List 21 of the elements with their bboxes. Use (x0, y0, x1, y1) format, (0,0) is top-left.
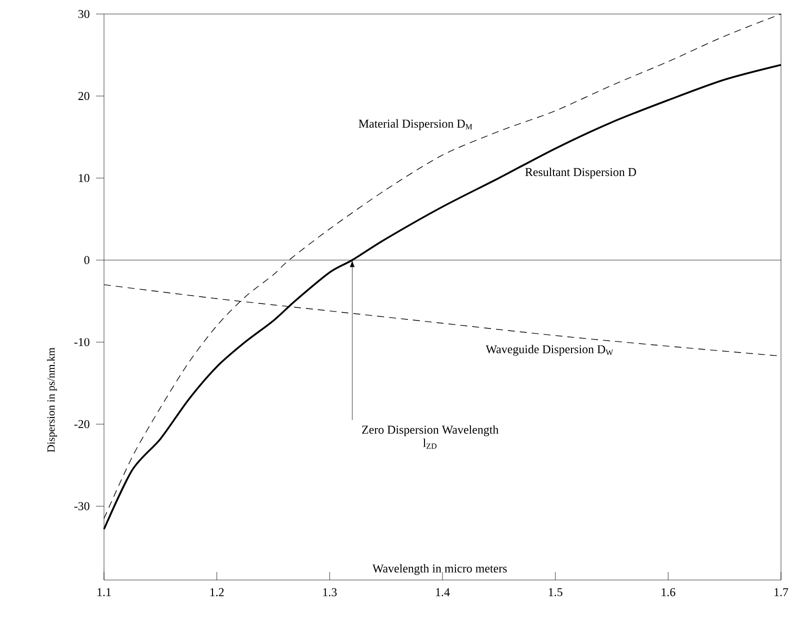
x-tick-label: 1.3 (323, 588, 337, 596)
x-tick-label: 1.7 (774, 588, 788, 596)
y-tick-label: -30 (74, 502, 90, 510)
y-tick-label: -20 (74, 420, 90, 428)
y-axis-title: Dispersion in ps/nm.km (47, 348, 57, 452)
y-tick-label: 0 (84, 256, 90, 264)
x-axis-title: Wavelength in micro meters (372, 564, 507, 575)
annotation: l$_{ZD}$ (423, 438, 436, 449)
y-tick-label: 10 (78, 174, 90, 182)
y-tick-label: -10 (74, 338, 90, 346)
series-label: Resultant Dispersion D (525, 168, 636, 179)
x-tick-label: 1.6 (662, 588, 676, 596)
y-tick-label: 30 (78, 10, 90, 18)
series-label: Material Dispersion D$_{M}$ (358, 119, 472, 130)
y-tick-label: 20 (78, 92, 90, 100)
series-label: Waveguide Dispersion D$_{W}$ (486, 344, 614, 356)
annotation: Zero Dispersion Wavelength (362, 425, 499, 436)
x-tick-label: 1.4 (436, 588, 450, 596)
x-tick-label: 1.1 (98, 588, 111, 596)
x-tick-label: 1.5 (548, 588, 562, 596)
x-tick-label: 1.2 (210, 588, 224, 596)
